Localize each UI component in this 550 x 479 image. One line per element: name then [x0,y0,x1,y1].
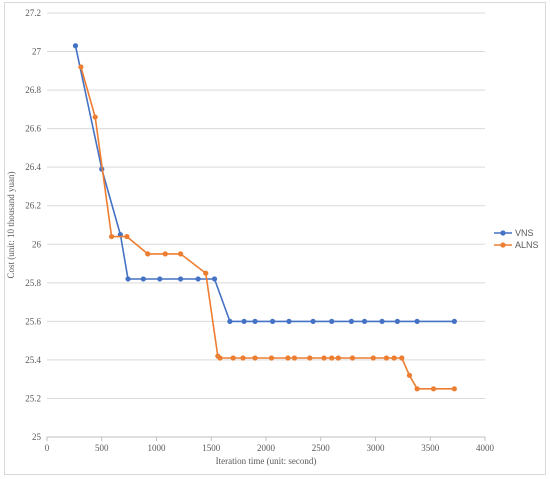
y-tick-label: 27 [32,47,42,57]
data-point-vns [241,318,247,324]
data-point-vns [125,276,131,282]
legend-item-alns: ALNS [494,240,539,250]
data-point-vns [286,318,292,324]
legend-marker-vns [500,230,506,236]
data-point-vns [379,318,385,324]
data-point-vns [310,318,316,324]
data-point-vns [227,318,233,324]
y-tick-label: 25.8 [25,278,41,288]
data-point-alns [349,355,356,361]
x-axis-ticks: 0 500 1000 1500 2000 2500 3000 3500 4000 [45,437,495,453]
x-tick-label: 500 [95,443,109,453]
data-point-alns [109,233,115,240]
data-point-alns [203,270,209,276]
data-point-alns [329,355,335,361]
y-tick-label: 26.6 [25,124,41,134]
data-point-vns [414,318,420,324]
x-axis-title: Iteration time (unit: second) [216,456,317,466]
y-axis-title: Cost (unit: 10 thousand yuan) [6,172,16,279]
data-point-alns [268,355,275,361]
data-point-alns [217,355,223,361]
data-point-vns [348,318,355,324]
data-point-alns [370,355,376,361]
series-vns [72,43,457,324]
data-point-vns [140,276,146,282]
x-tick-label: 4000 [476,443,495,453]
data-point-vns [329,318,335,324]
x-tick-label: 1500 [202,443,221,453]
data-point-alns [124,233,130,240]
data-point-vns [157,276,163,282]
data-point-alns [78,64,84,70]
x-tick-label: 0 [45,443,50,453]
data-point-alns [252,355,258,361]
y-tick-label: 26.8 [25,85,41,95]
data-point-vns [361,318,368,324]
y-tick-label: 26 [32,239,42,249]
y-tick-label: 25.2 [25,393,41,403]
data-point-alns [240,355,246,361]
data-point-alns [391,355,397,361]
data-point-vns [195,276,201,282]
data-point-vns [394,318,400,324]
series-group [72,43,457,392]
data-point-alns [399,355,405,361]
data-point-alns [451,386,457,392]
data-point-alns [307,355,313,361]
data-point-alns [162,251,168,257]
x-tick-label: 2000 [257,443,276,453]
chart-frame [4,2,546,475]
data-point-vns [269,318,276,324]
data-point-vns [177,276,184,282]
legend-item-vns: VNS [494,228,534,238]
x-tick-label: 3500 [421,443,440,453]
legend-label-vns: VNS [515,228,534,238]
data-point-alns [383,355,390,361]
gridlines [47,12,485,399]
data-point-alns [414,386,420,392]
y-tick-label: 27.2 [25,8,41,18]
x-tick-label: 3000 [367,443,386,453]
y-axis-ticks: 25 25.2 25.4 25.6 25.8 26 26.2 26.4 26.6 26.8 27 27… [25,8,41,442]
y-tick-label: 26.2 [25,201,41,211]
y-tick-label: 26.4 [25,162,41,172]
data-point-alns [291,355,298,361]
series-line-vns [74,45,455,323]
series-alns [78,64,457,392]
data-point-vns [451,318,457,324]
data-point-vns [252,318,258,324]
y-tick-label: 25.6 [25,316,41,326]
data-point-alns [92,114,98,120]
data-point-alns [321,355,327,361]
data-point-alns [430,386,437,392]
legend-marker-alns [500,242,506,248]
data-point-vns [72,43,79,49]
data-point-alns [177,251,184,257]
data-point-alns [230,355,236,361]
y-tick-label: 25 [32,432,42,442]
y-tick-label: 25.4 [25,355,41,365]
data-point-alns [145,251,151,257]
data-point-alns [335,355,341,361]
data-point-vns [211,276,218,282]
legend-label-alns: ALNS [515,240,539,250]
x-tick-label: 2500 [312,443,331,453]
series-line-alns [80,66,455,390]
data-point-alns [406,372,413,378]
data-point-alns [285,355,291,361]
x-tick-label: 1000 [148,443,167,453]
legend: VNS ALNS [494,228,539,250]
